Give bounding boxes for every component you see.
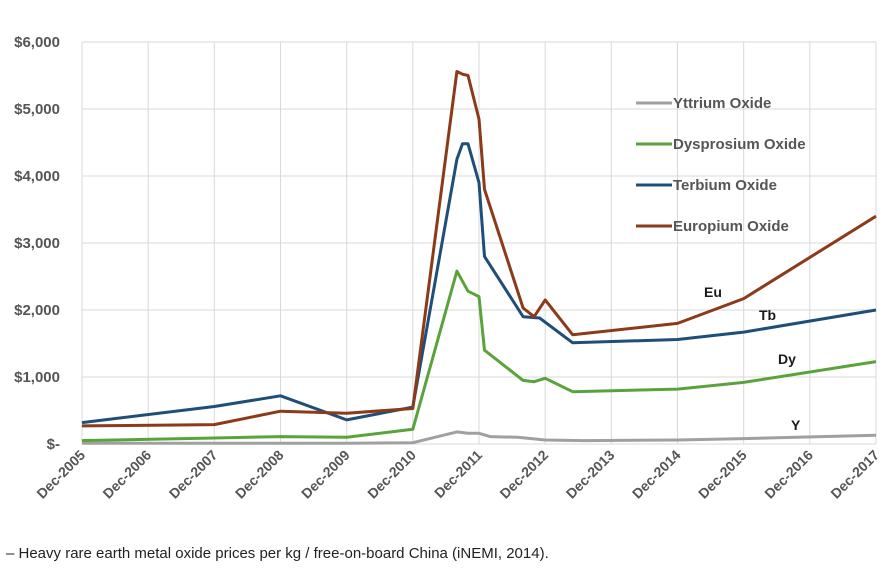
x-tick-label: Dec-2014 (629, 447, 684, 502)
x-tick-label: Dec-2011 (431, 447, 485, 501)
series-line-europium-oxide (81, 70, 877, 428)
figure-caption: – Heavy rare earth metal oxide prices pe… (6, 545, 549, 562)
x-tick-label: Dec-2010 (364, 447, 419, 502)
series-line-yttrium-oxide (82, 430, 877, 445)
x-tick-label: Dec-2013 (563, 447, 618, 502)
x-tick-label: Dec-2012 (496, 447, 551, 502)
y-tick-label: $6,000 (14, 34, 60, 51)
legend-label: Terbium Oxide (673, 177, 777, 194)
x-tick-label: Dec-2016 (761, 447, 816, 502)
series-annotation: Dy (778, 351, 796, 367)
x-tick-label: Dec-2006 (99, 447, 154, 502)
x-tick-label: Dec-2017 (827, 447, 882, 502)
y-tick-label: $3,000 (14, 235, 60, 252)
legend-label: Europium Oxide (673, 218, 789, 235)
series-line-dysprosium-oxide (81, 269, 877, 443)
x-tick-label: Dec-2015 (695, 447, 750, 502)
legend-label: Dysprosium Oxide (673, 136, 806, 153)
series-annotation: Y (791, 417, 801, 433)
series-annotation: Tb (759, 307, 776, 323)
series-annotation: Eu (704, 284, 722, 300)
x-tick-label: Dec-2005 (33, 447, 88, 502)
x-tick-label: Dec-2008 (232, 447, 287, 502)
x-tick-label: Dec-2009 (298, 447, 353, 502)
chart-area: $- $1,000 $2,000 $3,000 $4,000 $5,000 $6,000 De… (14, 34, 882, 502)
x-tick-label: Dec-2007 (166, 447, 221, 502)
y-tick-label: $1,000 (14, 369, 60, 386)
y-tick-label: $- (47, 436, 60, 453)
line-chart: $- $1,000 $2,000 $3,000 $4,000 $5,000 $6,000 De… (14, 34, 882, 502)
legend-label: Yttrium Oxide (673, 95, 771, 112)
y-tick-label: $2,000 (14, 302, 60, 319)
series-line-terbium-oxide (81, 142, 877, 425)
y-tick-label: $5,000 (14, 101, 60, 118)
y-tick-label: $4,000 (14, 168, 60, 185)
